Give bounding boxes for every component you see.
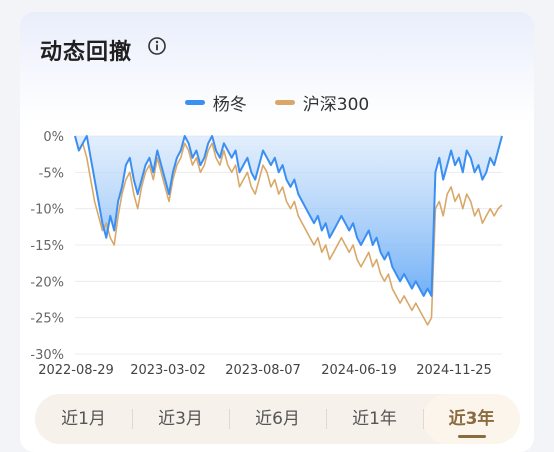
- series-line-csi300: [74, 135, 503, 326]
- y-tick-label: -30%: [30, 348, 64, 363]
- legend-label-yangdong: 杨冬: [212, 94, 247, 115]
- y-tick-label: -25%: [30, 312, 64, 327]
- series-area-yangdong: [75, 136, 502, 296]
- legend-item-csi300[interactable]: 沪深300: [274, 90, 370, 115]
- legend-label-csi300: 沪深300: [302, 94, 370, 115]
- tab-1-month[interactable]: 近1月: [61, 409, 106, 429]
- info-icon[interactable]: [148, 37, 166, 55]
- y-tick-label: 0%: [43, 130, 64, 145]
- tab-6-months[interactable]: 近6月: [229, 394, 326, 444]
- x-tick-label: 2024-11-25: [416, 363, 492, 378]
- drawdown-card: 动态回撤 杨冬 沪深300 0% -5% -10% -15% -20% -25% -30% …: [20, 12, 534, 452]
- x-tick-label: 2023-08-07: [225, 363, 301, 378]
- y-tick-label: -20%: [30, 275, 64, 290]
- legend-swatch-csi300: [274, 99, 295, 105]
- tab-3-years[interactable]: 近3年: [423, 394, 520, 444]
- x-axis: 2022-08-29 2023-03-02 2023-08-07 2024-06-19…: [38, 363, 492, 378]
- y-tick-label: -10%: [30, 203, 64, 218]
- chart-legend: 杨冬 沪深300: [20, 90, 534, 115]
- legend-item-yangdong[interactable]: 杨冬: [184, 90, 247, 115]
- x-tick-label: 2024-06-19: [321, 363, 397, 378]
- y-axis: 0% -5% -10% -15% -20% -25% -30%: [30, 130, 64, 363]
- y-tick-label: -5%: [39, 166, 64, 181]
- x-tick-label: 2022-08-29: [38, 363, 114, 378]
- legend-swatch-yangdong: [184, 99, 205, 105]
- tab-3-months[interactable]: 近3月: [132, 394, 229, 444]
- y-tick-label: -15%: [30, 239, 64, 254]
- tab-1-year[interactable]: 近1年: [326, 394, 423, 444]
- page-title: 动态回撤: [40, 40, 133, 65]
- series-line-yangdong: [74, 135, 503, 297]
- period-tabs: 近1月 近3月 近6月 近1年 近3年: [35, 394, 520, 444]
- drawdown-chart[interactable]: 0% -5% -10% -15% -20% -25% -30% 2022-08-29 2023…: [20, 12, 534, 382]
- x-tick-label: 2023-03-02: [130, 363, 206, 378]
